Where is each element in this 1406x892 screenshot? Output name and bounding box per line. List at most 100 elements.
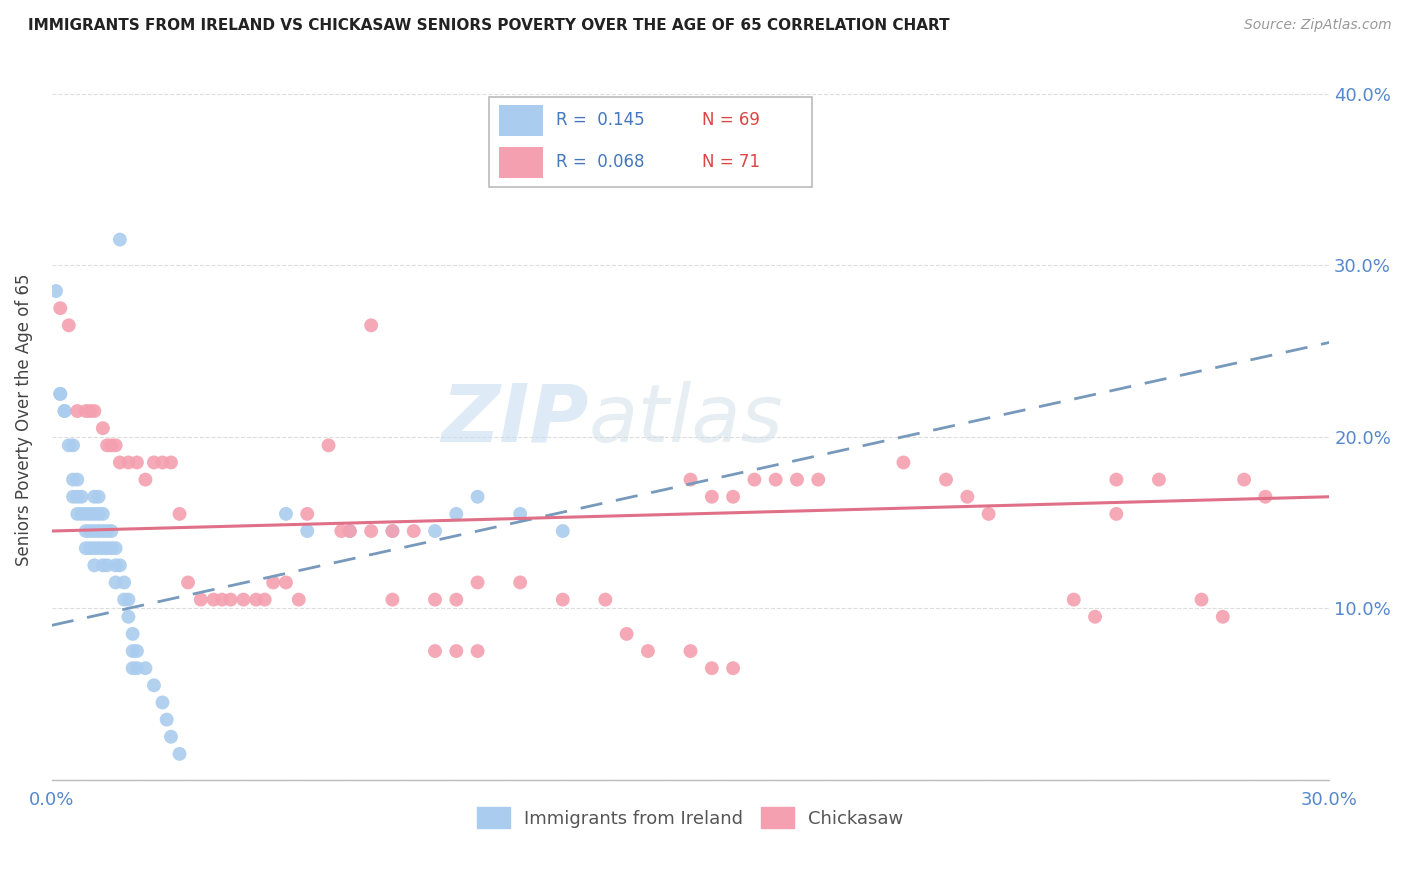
Point: [79, 404, 101, 418]
Point: [595, 592, 617, 607]
Point: [66, 473, 89, 487]
Point: [509, 507, 531, 521]
Point: [53, 404, 76, 418]
Point: [112, 592, 135, 607]
Point: [104, 541, 127, 556]
Point: [446, 507, 468, 521]
Point: [1147, 473, 1170, 487]
Point: [121, 661, 143, 675]
Point: [87, 541, 110, 556]
Point: [700, 661, 723, 675]
Point: [219, 592, 242, 607]
Point: [551, 592, 574, 607]
Point: [75, 404, 97, 418]
Point: [96, 558, 118, 573]
Point: [402, 524, 425, 538]
Point: [62, 438, 84, 452]
Point: [104, 575, 127, 590]
Point: [287, 592, 309, 607]
Point: [142, 455, 165, 469]
Text: atlas: atlas: [588, 381, 783, 458]
Point: [100, 524, 122, 538]
Point: [83, 541, 105, 556]
Point: [360, 524, 382, 538]
Point: [66, 507, 89, 521]
Point: [423, 644, 446, 658]
Point: [152, 455, 174, 469]
Point: [53, 404, 76, 418]
Point: [79, 524, 101, 538]
Point: [156, 713, 179, 727]
Point: [330, 524, 353, 538]
Point: [70, 490, 93, 504]
Point: [721, 490, 744, 504]
Point: [177, 575, 200, 590]
Point: [96, 524, 118, 538]
Point: [190, 592, 212, 607]
Point: [87, 524, 110, 538]
Point: [1191, 592, 1213, 607]
Point: [1084, 609, 1107, 624]
Point: [423, 524, 446, 538]
Point: [142, 678, 165, 692]
Point: [1105, 473, 1128, 487]
Point: [58, 318, 80, 333]
Point: [381, 592, 404, 607]
Point: [679, 473, 702, 487]
Point: [100, 541, 122, 556]
Point: [160, 730, 183, 744]
Point: [1233, 473, 1256, 487]
Point: [125, 661, 148, 675]
Point: [381, 524, 404, 538]
Point: [339, 524, 361, 538]
Point: [339, 524, 361, 538]
Point: [112, 575, 135, 590]
Point: [104, 438, 127, 452]
Point: [121, 644, 143, 658]
Point: [62, 490, 84, 504]
Point: [104, 558, 127, 573]
Point: [786, 473, 808, 487]
Point: [977, 507, 1000, 521]
Legend: Immigrants from Ireland, Chickasaw: Immigrants from Ireland, Chickasaw: [470, 800, 911, 836]
Point: [83, 524, 105, 538]
Point: [91, 507, 114, 521]
Point: [66, 404, 89, 418]
Point: [75, 541, 97, 556]
Point: [83, 490, 105, 504]
Point: [134, 473, 156, 487]
Text: IMMIGRANTS FROM IRELAND VS CHICKASAW SENIORS POVERTY OVER THE AGE OF 65 CORRELAT: IMMIGRANTS FROM IRELAND VS CHICKASAW SEN…: [28, 18, 949, 33]
Point: [169, 747, 191, 761]
Point: [91, 524, 114, 538]
Point: [58, 438, 80, 452]
Point: [117, 609, 139, 624]
Point: [49, 387, 72, 401]
Point: [253, 592, 276, 607]
Point: [45, 284, 67, 298]
Point: [91, 558, 114, 573]
Point: [91, 541, 114, 556]
Point: [297, 524, 319, 538]
Point: [134, 661, 156, 675]
Point: [100, 438, 122, 452]
Point: [360, 318, 382, 333]
Point: [423, 592, 446, 607]
Point: [616, 627, 638, 641]
Point: [893, 455, 915, 469]
Point: [70, 507, 93, 521]
Point: [96, 438, 118, 452]
Point: [381, 524, 404, 538]
Text: Source: ZipAtlas.com: Source: ZipAtlas.com: [1244, 18, 1392, 32]
Text: ZIP: ZIP: [441, 381, 588, 458]
Point: [700, 490, 723, 504]
Point: [108, 233, 131, 247]
Point: [108, 455, 131, 469]
Point: [245, 592, 267, 607]
Point: [108, 558, 131, 573]
Point: [83, 404, 105, 418]
Point: [75, 524, 97, 538]
Point: [446, 644, 468, 658]
Point: [467, 490, 489, 504]
Point: [721, 661, 744, 675]
Point: [125, 455, 148, 469]
